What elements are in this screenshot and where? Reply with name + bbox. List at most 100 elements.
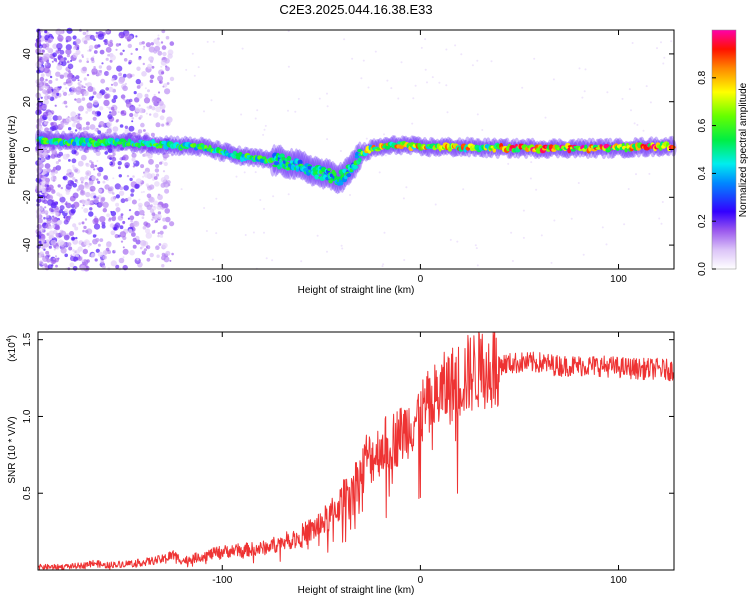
noise-dot xyxy=(169,41,175,46)
noise-dot xyxy=(583,90,586,93)
noise-dot xyxy=(75,123,82,130)
noise-dot xyxy=(112,177,115,180)
noise-dot xyxy=(93,50,98,54)
noise-dot xyxy=(88,45,94,50)
noise-dot xyxy=(118,257,125,264)
noise-dot xyxy=(106,65,112,71)
noise-dot xyxy=(65,44,72,51)
noise-dot xyxy=(118,174,123,178)
noise-dot xyxy=(145,232,152,239)
noise-dot xyxy=(605,243,608,246)
noise-dot xyxy=(107,133,113,139)
noise-dot xyxy=(92,91,97,95)
noise-dot xyxy=(132,165,136,168)
noise-dot xyxy=(110,260,117,267)
noise-dot xyxy=(48,245,52,249)
noise-dot xyxy=(47,95,51,100)
noise-dot xyxy=(52,179,56,182)
noise-dot xyxy=(46,31,50,36)
colorbar-gradient xyxy=(711,29,737,270)
noise-dot xyxy=(86,228,93,235)
noise-dot xyxy=(402,197,405,200)
noise-dot xyxy=(65,183,72,190)
noise-dot xyxy=(104,251,108,254)
noise-dot xyxy=(40,157,45,162)
noise-dot xyxy=(72,223,77,228)
ridge-cell xyxy=(417,142,422,149)
noise-dot xyxy=(82,66,87,72)
noise-dot xyxy=(93,128,98,132)
noise-dot xyxy=(118,190,125,196)
noise-dot xyxy=(166,154,170,158)
noise-dot xyxy=(96,178,99,181)
noise-dot xyxy=(70,111,77,118)
noise-dot xyxy=(112,126,119,132)
noise-dot xyxy=(68,127,72,131)
noise-dot xyxy=(314,183,317,186)
noise-dot xyxy=(382,263,385,266)
colorbar-tick-label: 0.8 xyxy=(697,70,708,84)
noise-dot xyxy=(445,84,448,87)
noise-dot xyxy=(100,135,105,139)
ridge-cell xyxy=(307,165,312,170)
noise-dot xyxy=(84,218,88,221)
noise-dot xyxy=(157,232,160,235)
noise-dot xyxy=(55,78,59,81)
noise-dot xyxy=(102,208,108,213)
noise-dot xyxy=(50,239,57,246)
noise-dot xyxy=(67,63,74,70)
noise-dot xyxy=(101,62,104,65)
noise-dot xyxy=(658,217,661,220)
noise-dot xyxy=(570,217,573,220)
noise-dot xyxy=(318,97,321,100)
noise-dot xyxy=(135,178,142,185)
noise-dot xyxy=(46,149,50,154)
noise-dot xyxy=(210,99,213,102)
noise-dot xyxy=(63,219,69,225)
noise-dot xyxy=(164,188,170,194)
noise-dot xyxy=(82,229,85,233)
noise-dot xyxy=(362,59,365,62)
noise-dot xyxy=(55,165,62,171)
noise-dot xyxy=(159,161,163,165)
noise-dot xyxy=(151,97,159,104)
noise-dot xyxy=(51,149,58,156)
noise-dot xyxy=(378,171,381,174)
ridge-cell xyxy=(261,156,267,160)
noise-dot xyxy=(126,174,130,178)
noise-dot xyxy=(100,78,106,84)
noise-dot xyxy=(57,239,64,246)
noise-dot xyxy=(161,264,165,268)
noise-dot xyxy=(99,49,105,55)
noise-dot xyxy=(69,215,72,218)
noise-dot xyxy=(92,55,95,58)
noise-dot xyxy=(84,183,90,188)
noise-dot xyxy=(535,188,538,191)
noise-dot xyxy=(119,35,122,38)
snr-series-line xyxy=(37,331,675,570)
noise-dot xyxy=(144,201,151,208)
noise-dot xyxy=(148,56,155,62)
noise-dot xyxy=(133,161,136,164)
noise-dot xyxy=(64,202,68,206)
noise-dot xyxy=(141,250,146,255)
ridge-cell xyxy=(295,168,299,172)
noise-dot xyxy=(36,118,43,125)
noise-dot xyxy=(54,104,57,107)
noise-dot xyxy=(144,93,149,98)
noise-dot xyxy=(100,197,105,203)
noise-dot xyxy=(163,181,170,188)
noise-dot xyxy=(262,133,265,136)
noise-dot xyxy=(115,48,118,51)
noise-dot xyxy=(101,221,106,226)
noise-dot xyxy=(135,132,139,136)
snr-multiplier: (x104) xyxy=(6,335,18,362)
noise-dot xyxy=(55,60,58,63)
noise-dot xyxy=(151,218,154,221)
noise-dot xyxy=(110,83,114,86)
noise-dot xyxy=(460,53,463,56)
noise-dot xyxy=(41,43,47,49)
noise-dot xyxy=(85,126,90,131)
noise-dot xyxy=(97,180,101,184)
noise-dot xyxy=(165,35,170,40)
